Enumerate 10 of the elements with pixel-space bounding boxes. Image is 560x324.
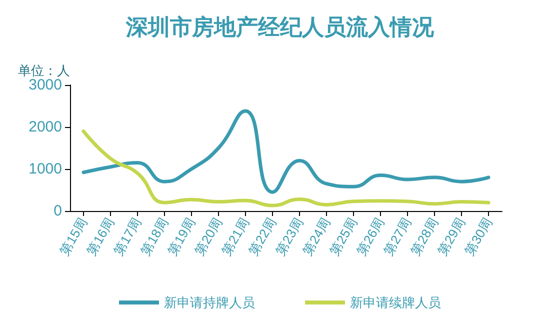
line-series [82, 129, 490, 208]
legend-label: 新申请持牌人员 [164, 295, 255, 310]
y-tick-label: 1000 [28, 160, 62, 178]
y-tick-label: 2000 [28, 118, 62, 136]
y-tick-label: 3000 [28, 76, 62, 94]
legend-label: 新申请续牌人员 [350, 295, 441, 310]
line-series [82, 109, 490, 194]
y-axis-title: 单位：人 [18, 63, 70, 78]
y-tick-label: 0 [54, 202, 62, 220]
chart-title: 深圳市房地产经纪人员流入情况 [125, 14, 435, 40]
